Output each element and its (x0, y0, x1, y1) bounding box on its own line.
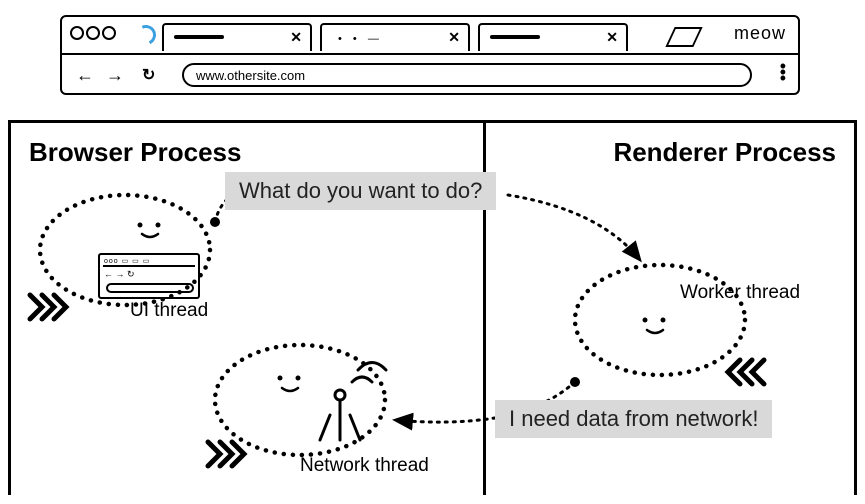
browser-tab[interactable]: ✕ (478, 23, 628, 51)
network-thread-label: Network thread (300, 455, 429, 477)
browser-window: ✕ • • — ✕ ✕ meow ← → ↻ www.othersite.com… (60, 15, 800, 95)
menu-button[interactable]: ••• (780, 63, 786, 81)
close-icon[interactable]: ✕ (448, 29, 460, 46)
browser-tab[interactable]: ✕ (162, 23, 312, 51)
address-text: www.othersite.com (196, 68, 305, 83)
browser-brand: meow (734, 23, 786, 44)
nav-bar: ← → ↻ www.othersite.com ••• (62, 55, 798, 95)
browser-tab[interactable]: • • — ✕ (320, 23, 470, 51)
renderer-process-panel: Renderer Process (486, 123, 854, 495)
close-icon[interactable]: ✕ (606, 29, 618, 46)
tab-bar: ✕ • • — ✕ ✕ meow (62, 17, 798, 55)
forward-button[interactable]: → (106, 65, 124, 86)
speech-bubble-answer: I need data from network! (495, 400, 772, 438)
close-icon[interactable]: ✕ (290, 29, 302, 46)
mini-browser-icon: ooo ▭ ▭ ▭ ← → ↻ (98, 253, 200, 299)
browser-process-title: Browser Process (29, 137, 465, 168)
address-bar[interactable]: www.othersite.com (182, 63, 752, 87)
window-controls[interactable] (70, 26, 118, 45)
reload-button[interactable]: ↻ (142, 65, 155, 85)
ui-thread-label: UI thread (130, 300, 208, 322)
renderer-process-title: Renderer Process (504, 137, 836, 168)
speech-bubble-question: What do you want to do? (225, 172, 496, 210)
worker-thread-label: Worker thread (680, 282, 800, 304)
back-button[interactable]: ← (76, 65, 94, 86)
loading-spinner-icon (133, 22, 159, 48)
new-tab-button[interactable] (665, 27, 702, 47)
